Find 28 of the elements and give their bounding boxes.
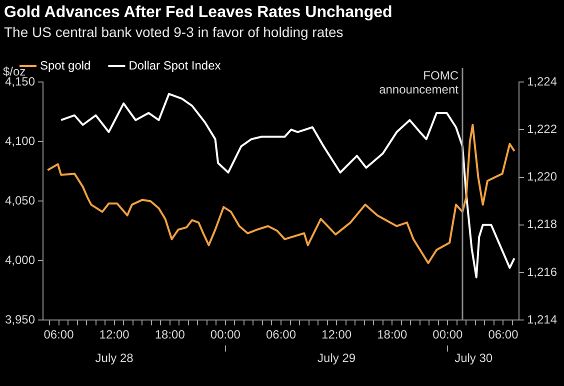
x-tick-label: 12:00 [99,328,130,342]
y-tick-label: 4,050 [5,193,36,208]
x2-tick-label: July 30 [454,351,493,366]
x-tick-label: 06:00 [488,328,519,342]
x-tick-label: 00:00 [432,328,464,342]
legend-label: Dollar Spot Index [128,58,221,72]
y2-tick-label: 1,218 [526,217,558,232]
x-tick-label: 06:00 [44,328,74,342]
y2-tick-label: 1,214 [526,312,558,327]
y-tick-label: 4,000 [5,252,36,267]
x2-tick-label: July 29 [318,351,356,366]
y-axis-title: $/oz [3,64,26,78]
legend-label: Spot gold [40,58,91,72]
y2-tick-label: 1,222 [526,122,558,136]
x-tick-label: 12:00 [322,328,352,342]
y2-tick-label: 1,216 [526,264,558,279]
y-tick-label: 4,100 [5,134,36,148]
x-tick-label: 00:00 [210,328,241,342]
ref-line-label: FOMC announcement [379,68,460,96]
x-tick-label: 18:00 [154,328,186,342]
y2-tick-label: 1,220 [526,170,558,184]
chart-subtitle: The US central bank voted 9-3 in favor of holding rates [3,23,344,40]
x2-tick-label: July 28 [95,351,134,366]
x-tick-label: 18:00 [377,328,408,342]
x-tick-label: 06:00 [266,328,296,342]
chart-title: Gold Advances After Fed Leaves Rates Unchanged [3,3,394,22]
y-tick-label: 3,950 [5,312,36,327]
y2-tick-label: 1,224 [526,74,558,88]
